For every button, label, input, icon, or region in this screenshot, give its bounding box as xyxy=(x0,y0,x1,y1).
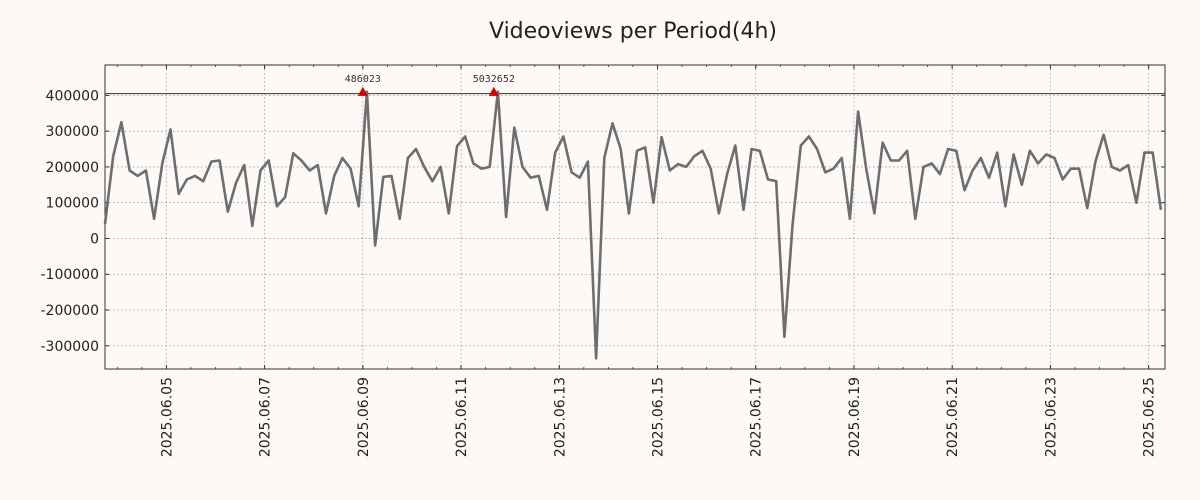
x-tick-label: 2025.06.07 xyxy=(258,377,274,457)
series-line xyxy=(103,90,1163,360)
series-group xyxy=(103,90,1163,360)
annotations: 486023 5032652 xyxy=(345,74,515,96)
x-tick-label: 2025.06.15 xyxy=(651,377,667,457)
x-axis: 2025.06.05 2025.06.07 2025.06.09 2025.06.11… xyxy=(116,65,1158,457)
peak-label: 486023 xyxy=(345,74,381,85)
y-tick-label: 0 xyxy=(90,231,99,247)
y-tick-label: 100000 xyxy=(46,196,99,212)
y-tick-label: -200000 xyxy=(41,303,100,319)
peak-marker xyxy=(488,86,499,96)
x-tick-label: 2025.06.09 xyxy=(356,377,372,457)
chart-title: Videoviews per Period(4h) xyxy=(489,19,777,44)
y-tick-label: 400000 xyxy=(46,88,99,104)
x-tick-label: 2025.06.05 xyxy=(159,377,175,457)
x-tick-label: 2025.06.17 xyxy=(749,377,765,457)
y-tick-label: -100000 xyxy=(41,267,100,283)
y-axis: 400000 300000 200000 100000 0 -100000 -200000 -… xyxy=(41,88,1165,355)
x-tick-label: 2025.06.25 xyxy=(1142,377,1158,457)
x-tick-label: 2025.06.21 xyxy=(945,377,961,457)
x-tick-label: 2025.06.13 xyxy=(552,377,568,457)
plot-frame xyxy=(104,64,1166,370)
peak-marker xyxy=(357,86,368,96)
x-tick-label: 2025.06.19 xyxy=(847,377,863,457)
grid-lines xyxy=(105,65,1165,369)
y-tick-label: -300000 xyxy=(41,339,100,355)
y-tick-label: 200000 xyxy=(46,160,99,176)
x-tick-label: 2025.06.11 xyxy=(454,377,470,457)
x-tick-label: 2025.06.23 xyxy=(1043,377,1059,457)
y-tick-label: 300000 xyxy=(46,124,99,140)
peak-label: 5032652 xyxy=(473,74,515,85)
